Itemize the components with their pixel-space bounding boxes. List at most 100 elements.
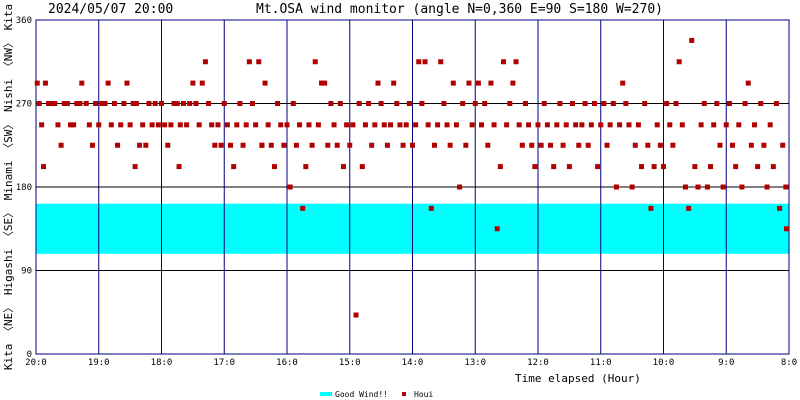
wind-point <box>548 142 554 148</box>
wind-point <box>130 101 136 106</box>
wind-point <box>773 101 779 106</box>
wind-point <box>529 142 535 148</box>
wind-point <box>639 164 645 170</box>
wind-point <box>579 122 585 128</box>
wind-point <box>108 122 114 128</box>
wind-point <box>293 142 299 148</box>
wind-point <box>645 142 651 148</box>
wind-point <box>187 101 193 106</box>
wind-point <box>519 142 525 148</box>
wind-point <box>714 101 720 106</box>
wind-point <box>212 142 218 148</box>
wind-point <box>526 122 532 128</box>
wind-point <box>99 101 105 106</box>
wind-point <box>46 101 52 106</box>
wind-point <box>551 164 557 170</box>
y-tick-label: 90 <box>21 267 32 277</box>
wind-point <box>419 101 425 106</box>
wind-point <box>748 142 754 148</box>
wind-point <box>41 164 47 170</box>
x-tick-label: 19:0 <box>88 358 110 368</box>
wind-point <box>431 142 437 148</box>
wind-point <box>651 164 657 170</box>
wind-point <box>224 122 230 128</box>
wind-point <box>306 122 312 128</box>
wind-point <box>635 122 641 128</box>
x-tick-label: 8:0 <box>781 358 797 368</box>
wind-point <box>61 101 67 106</box>
wind-point <box>784 226 789 232</box>
wind-point <box>79 80 85 86</box>
wind-point <box>777 205 783 211</box>
wind-point <box>344 122 350 128</box>
wind-point <box>444 122 450 128</box>
wind-point <box>406 101 412 106</box>
wind-point <box>733 164 739 170</box>
wind-point <box>83 101 89 106</box>
wind-point <box>246 59 252 65</box>
wind-point <box>585 142 591 148</box>
wind-point <box>466 80 472 86</box>
wind-point <box>560 142 566 148</box>
wind-point <box>356 101 362 106</box>
wind-point <box>758 101 764 106</box>
wind-point <box>488 80 494 86</box>
wind-point <box>297 122 303 128</box>
grid-lines <box>35 19 790 355</box>
wind-point <box>701 101 707 106</box>
wind-point <box>221 101 227 106</box>
wind-point <box>554 122 560 128</box>
wind-point <box>111 101 117 106</box>
wind-point <box>745 80 751 86</box>
x-axis-label: Time elapsed (Hour) <box>515 372 641 385</box>
wind-point <box>93 101 99 106</box>
wind-point <box>497 164 503 170</box>
wind-point <box>475 80 481 86</box>
wind-point <box>391 80 397 86</box>
wind-point <box>253 122 259 128</box>
wind-point <box>347 142 353 148</box>
wind-point <box>228 142 234 148</box>
wind-point <box>482 101 488 106</box>
wind-point <box>171 101 177 106</box>
wind-point <box>52 101 58 106</box>
wind-point <box>71 122 77 128</box>
wind-point <box>115 142 121 148</box>
x-tick-label: 16:0 <box>276 358 298 368</box>
wind-point <box>673 101 679 106</box>
wind-point <box>450 80 456 86</box>
x-tick-label: 20:0 <box>25 358 47 368</box>
wind-point <box>704 184 710 190</box>
wind-point <box>783 184 789 190</box>
wind-point <box>334 142 340 148</box>
wind-point <box>620 80 626 86</box>
legend-label-good-wind: Good Wind!! <box>335 390 388 399</box>
wind-point <box>708 164 714 170</box>
wind-point <box>209 122 215 128</box>
wind-point <box>322 80 328 86</box>
wind-point <box>726 101 732 106</box>
x-tick-label: 15:0 <box>339 358 361 368</box>
wind-point <box>102 101 108 106</box>
x-tick-label: 11:0 <box>590 358 612 368</box>
wind-point <box>607 122 613 128</box>
wind-point <box>394 101 400 106</box>
wind-point <box>438 59 444 65</box>
wind-point <box>132 164 138 170</box>
wind-point <box>359 164 365 170</box>
wind-point <box>544 122 550 128</box>
wind-point <box>648 205 654 211</box>
x-tick-label: 9:0 <box>718 358 734 368</box>
wind-point <box>626 122 632 128</box>
wind-point <box>325 142 331 148</box>
side-compass-label: Kita 〈NE〉 Higashi 〈SE〉 Minami 〈SW〉 Nishi… <box>2 4 15 370</box>
wind-point <box>340 164 346 170</box>
wind-point <box>695 184 701 190</box>
wind-point <box>206 101 212 106</box>
wind-point <box>184 122 190 128</box>
wind-point <box>563 122 569 128</box>
wind-point <box>676 59 682 65</box>
wind-point <box>397 122 403 128</box>
wind-point <box>96 122 102 128</box>
